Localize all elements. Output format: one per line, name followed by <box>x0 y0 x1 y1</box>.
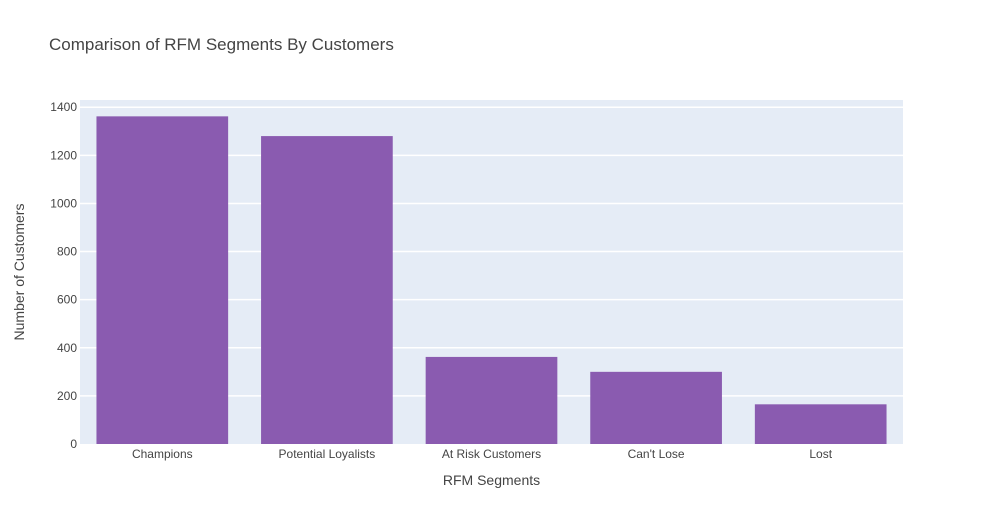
bar-lost <box>754 404 887 444</box>
x-tick-label: Can't Lose <box>628 447 685 461</box>
y-tick-label: 1200 <box>50 148 77 162</box>
bar-champions <box>96 116 229 445</box>
bars <box>96 116 887 445</box>
y-tick-label: 0 <box>70 437 77 451</box>
chart-title: Comparison of RFM Segments By Customers <box>49 35 394 54</box>
y-tick-label: 1400 <box>50 100 77 114</box>
bar-potential-loyalists <box>261 136 393 444</box>
y-tick-label: 800 <box>57 245 77 259</box>
y-axis-ticks: 0 200 400 600 800 1000 1200 1400 <box>50 100 77 451</box>
y-tick-label: 400 <box>57 341 77 355</box>
x-tick-label: Lost <box>809 447 832 461</box>
x-tick-label: Champions <box>132 447 193 461</box>
x-axis-title: RFM Segments <box>443 472 540 488</box>
y-tick-label: 1000 <box>50 196 77 210</box>
bar-at-risk-customers <box>425 356 558 444</box>
x-tick-label: At Risk Customers <box>442 447 541 461</box>
y-axis-title: Number of Customers <box>11 204 27 341</box>
x-axis-ticks: Champions Potential Loyalists At Risk Cust… <box>132 447 833 461</box>
y-tick-label: 200 <box>57 389 77 403</box>
x-tick-label: Potential Loyalists <box>279 447 376 461</box>
bar-can-t-lose <box>590 371 722 444</box>
y-tick-label: 600 <box>57 293 77 307</box>
